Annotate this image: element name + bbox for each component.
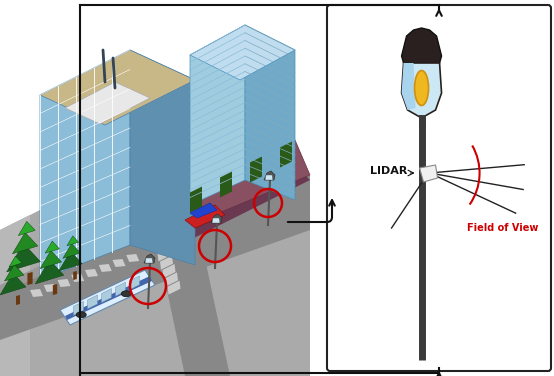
Polygon shape bbox=[65, 82, 150, 124]
Polygon shape bbox=[265, 175, 273, 180]
Polygon shape bbox=[211, 214, 222, 223]
Polygon shape bbox=[160, 256, 173, 270]
Polygon shape bbox=[245, 25, 295, 200]
Polygon shape bbox=[212, 218, 220, 223]
Polygon shape bbox=[12, 232, 38, 254]
Polygon shape bbox=[167, 280, 181, 295]
Polygon shape bbox=[162, 264, 176, 278]
Polygon shape bbox=[88, 295, 98, 309]
Polygon shape bbox=[60, 270, 155, 325]
Polygon shape bbox=[4, 264, 24, 281]
Polygon shape bbox=[74, 302, 84, 315]
Polygon shape bbox=[67, 236, 79, 246]
Polygon shape bbox=[165, 272, 178, 287]
Polygon shape bbox=[7, 243, 40, 272]
Polygon shape bbox=[18, 221, 35, 236]
Polygon shape bbox=[0, 215, 145, 295]
Polygon shape bbox=[402, 28, 442, 63]
Text: Field of View: Field of View bbox=[466, 223, 538, 233]
Polygon shape bbox=[144, 254, 155, 263]
Polygon shape bbox=[145, 165, 230, 376]
Polygon shape bbox=[264, 171, 275, 180]
Polygon shape bbox=[40, 50, 130, 280]
Polygon shape bbox=[190, 186, 202, 212]
Polygon shape bbox=[220, 171, 232, 197]
Polygon shape bbox=[402, 63, 416, 110]
Polygon shape bbox=[101, 289, 111, 303]
Polygon shape bbox=[99, 264, 112, 272]
Polygon shape bbox=[40, 250, 61, 268]
Polygon shape bbox=[419, 165, 438, 182]
FancyBboxPatch shape bbox=[327, 5, 551, 371]
Polygon shape bbox=[58, 279, 70, 287]
Polygon shape bbox=[0, 175, 310, 340]
Polygon shape bbox=[145, 258, 153, 263]
Polygon shape bbox=[190, 203, 217, 218]
Polygon shape bbox=[185, 205, 225, 228]
Polygon shape bbox=[0, 155, 310, 376]
Polygon shape bbox=[402, 63, 442, 118]
Polygon shape bbox=[45, 241, 59, 253]
Polygon shape bbox=[115, 282, 126, 296]
Ellipse shape bbox=[76, 312, 86, 318]
Ellipse shape bbox=[414, 71, 429, 106]
Polygon shape bbox=[126, 254, 139, 262]
Polygon shape bbox=[112, 259, 126, 267]
Polygon shape bbox=[27, 272, 33, 285]
Polygon shape bbox=[0, 273, 26, 295]
Polygon shape bbox=[30, 289, 43, 297]
Polygon shape bbox=[175, 140, 310, 225]
Polygon shape bbox=[9, 256, 22, 267]
Polygon shape bbox=[85, 269, 98, 277]
Polygon shape bbox=[40, 50, 195, 125]
Polygon shape bbox=[44, 284, 57, 292]
Polygon shape bbox=[71, 274, 84, 282]
Polygon shape bbox=[16, 295, 20, 305]
Polygon shape bbox=[280, 141, 292, 167]
Polygon shape bbox=[157, 247, 171, 261]
Polygon shape bbox=[130, 276, 140, 290]
Ellipse shape bbox=[121, 291, 131, 297]
Polygon shape bbox=[63, 244, 80, 258]
Polygon shape bbox=[59, 251, 82, 271]
Polygon shape bbox=[155, 239, 168, 253]
Polygon shape bbox=[190, 25, 295, 80]
Polygon shape bbox=[35, 260, 64, 284]
Polygon shape bbox=[130, 50, 195, 265]
Text: LIDAR: LIDAR bbox=[370, 166, 407, 176]
Polygon shape bbox=[190, 25, 245, 205]
Polygon shape bbox=[0, 215, 30, 376]
Polygon shape bbox=[250, 156, 262, 182]
Polygon shape bbox=[175, 165, 310, 240]
Polygon shape bbox=[73, 271, 77, 280]
Polygon shape bbox=[65, 276, 152, 320]
Polygon shape bbox=[53, 284, 57, 295]
